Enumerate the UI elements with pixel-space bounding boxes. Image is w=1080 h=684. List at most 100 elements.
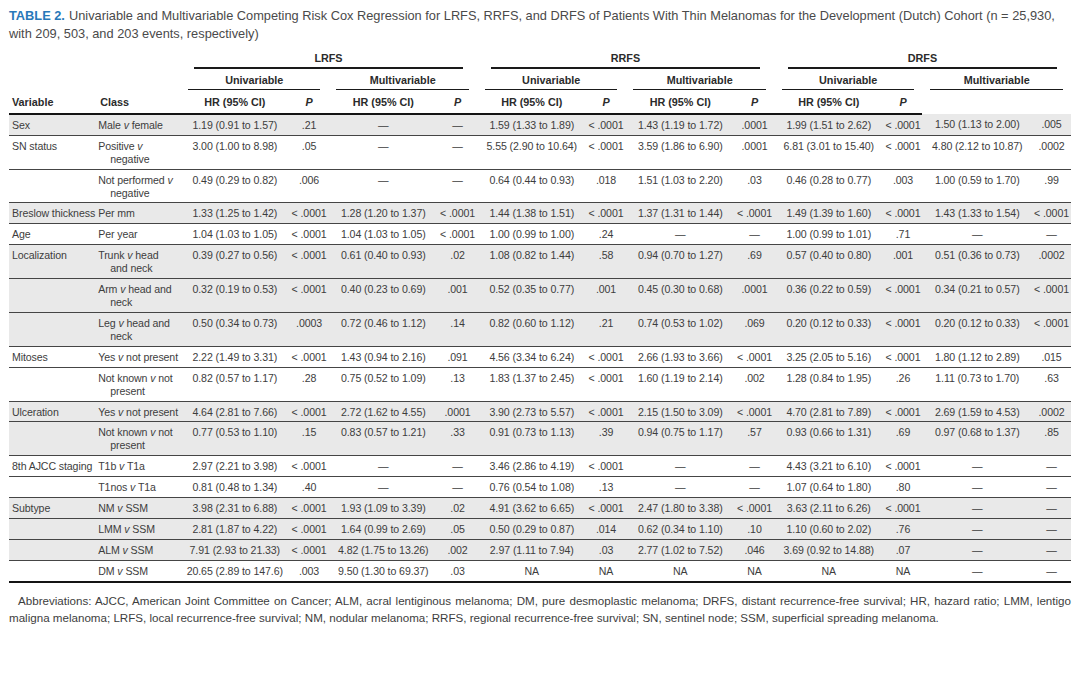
- table-row: 8th AJCC stagingT1b v T1a2.97 (2.21 to 3…: [9, 456, 1071, 477]
- p-value-cell: .018: [587, 169, 626, 203]
- hr-ci-cell: 1.10 (0.60 to 2.02): [774, 519, 884, 540]
- hr-ci-cell: 0.20 (0.12 to 0.33): [774, 312, 884, 346]
- hr-ci-cell: 6.81 (3.01 to 15.40): [774, 135, 884, 169]
- p-value-cell: < .0001: [587, 456, 626, 477]
- hr-ci-cell: 1.33 (1.25 to 1.42): [180, 203, 290, 224]
- column-header-class: Class: [98, 90, 180, 114]
- variable-cell: Sex: [9, 114, 98, 135]
- table-row: Arm v head and neck0.32 (0.19 to 0.53)< …: [9, 279, 1071, 313]
- p-value-cell: < .0001: [290, 519, 329, 540]
- class-cell: NM v SSM: [98, 498, 180, 519]
- table-title-text: Univariable and Multivariable Competing …: [9, 8, 1055, 41]
- hr-ci-cell: 5.55 (2.90 to 10.64): [477, 135, 587, 169]
- column-header-hr: HR (95% CI): [328, 90, 438, 114]
- p-value-cell: < .0001: [735, 401, 774, 422]
- p-value-cell: .091: [438, 346, 477, 367]
- hr-ci-cell: 1.28 (1.20 to 1.37): [328, 203, 438, 224]
- column-header-p: P: [735, 90, 774, 114]
- p-value-cell: .05: [290, 135, 329, 169]
- p-value-cell: NA: [884, 560, 923, 581]
- p-value-cell: —: [735, 456, 774, 477]
- hr-ci-cell: 0.57 (0.40 to 0.80): [774, 245, 884, 279]
- hr-ci-cell: 0.62 (0.34 to 1.10): [625, 519, 735, 540]
- p-value-cell: .002: [438, 540, 477, 561]
- p-value-cell: < .0001: [587, 401, 626, 422]
- variable-cell: Ulceration: [9, 401, 98, 422]
- hr-ci-cell: 3.98 (2.31 to 6.88): [180, 498, 290, 519]
- p-value-cell: < .0001: [290, 224, 329, 245]
- hr-ci-cell: 2.72 (1.62 to 4.55): [328, 401, 438, 422]
- hr-ci-cell: 0.72 (0.46 to 1.12): [328, 312, 438, 346]
- p-value-cell: —: [438, 135, 477, 169]
- p-value-cell: .21: [587, 312, 626, 346]
- hr-ci-cell: 4.43 (3.21 to 6.10): [774, 456, 884, 477]
- variable-cell: Mitoses: [9, 346, 98, 367]
- p-value-cell: .015: [1032, 346, 1071, 367]
- p-value-cell: NA: [735, 560, 774, 581]
- column-header-hr: HR (95% CI): [625, 90, 735, 114]
- p-value-cell: —: [1032, 224, 1071, 245]
- table-body: SexMale v female1.19 (0.91 to 1.57).21——…: [9, 114, 1071, 582]
- hr-ci-cell: 1.93 (1.09 to 3.39): [328, 498, 438, 519]
- p-value-cell: < .0001: [587, 346, 626, 367]
- p-value-cell: .07: [884, 540, 923, 561]
- column-header-p: P: [438, 90, 477, 114]
- class-cell: ALM v SSM: [98, 540, 180, 561]
- hr-ci-cell: NA: [774, 560, 884, 581]
- hr-ci-cell: —: [625, 224, 735, 245]
- p-value-cell: .002: [735, 367, 774, 401]
- hr-ci-cell: 3.69 (0.92 to 14.88): [774, 540, 884, 561]
- p-value-cell: .0001: [735, 114, 774, 135]
- hr-ci-cell: 1.80 (1.12 to 2.89): [922, 346, 1032, 367]
- p-value-cell: —: [1032, 498, 1071, 519]
- hr-ci-cell: 0.50 (0.29 to 0.87): [477, 519, 587, 540]
- p-value-cell: .80: [884, 477, 923, 498]
- hr-ci-cell: —: [922, 540, 1032, 561]
- class-cell: Arm v head and neck: [98, 279, 180, 313]
- p-value-cell: < .0001: [587, 203, 626, 224]
- hr-ci-cell: 0.64 (0.44 to 0.93): [477, 169, 587, 203]
- hr-ci-cell: 0.39 (0.27 to 0.56): [180, 245, 290, 279]
- hr-ci-cell: 0.82 (0.60 to 1.12): [477, 312, 587, 346]
- variable-cell: [9, 560, 98, 581]
- hr-ci-cell: 3.90 (2.73 to 5.57): [477, 401, 587, 422]
- p-value-cell: .0002: [1032, 401, 1071, 422]
- hr-ci-cell: 0.93 (0.66 to 1.31): [774, 422, 884, 456]
- p-value-cell: < .0001: [884, 279, 923, 313]
- p-value-cell: —: [1032, 456, 1071, 477]
- p-value-cell: .006: [290, 169, 329, 203]
- class-cell: T1nos v T1a: [98, 477, 180, 498]
- p-value-cell: .57: [735, 422, 774, 456]
- hr-ci-cell: 1.28 (0.84 to 1.95): [774, 367, 884, 401]
- hr-ci-cell: 2.47 (1.80 to 3.38): [625, 498, 735, 519]
- hr-ci-cell: 2.77 (1.02 to 7.52): [625, 540, 735, 561]
- hr-ci-cell: 1.59 (1.33 to 1.89): [477, 114, 587, 135]
- column-header-p: P: [290, 90, 329, 114]
- p-value-cell: .39: [587, 422, 626, 456]
- hr-ci-cell: 3.46 (2.86 to 4.19): [477, 456, 587, 477]
- variable-cell: [9, 312, 98, 346]
- variable-cell: [9, 169, 98, 203]
- class-cell: LMM v SSM: [98, 519, 180, 540]
- hr-ci-cell: 1.83 (1.37 to 2.45): [477, 367, 587, 401]
- p-value-cell: —: [438, 477, 477, 498]
- hr-ci-cell: 1.60 (1.19 to 2.14): [625, 367, 735, 401]
- p-value-cell: < .0001: [290, 401, 329, 422]
- p-value-cell: .03: [438, 560, 477, 581]
- hr-ci-cell: 3.25 (2.05 to 5.16): [774, 346, 884, 367]
- hr-ci-cell: 0.94 (0.70 to 1.27): [625, 245, 735, 279]
- class-cell: Not known v not present: [98, 367, 180, 401]
- variable-cell: Subtype: [9, 498, 98, 519]
- table-row: AgePer year1.04 (1.03 to 1.05)< .00011.0…: [9, 224, 1071, 245]
- p-value-cell: < .0001: [290, 456, 329, 477]
- p-value-cell: .0002: [1032, 245, 1071, 279]
- hr-ci-cell: —: [328, 477, 438, 498]
- p-value-cell: < .0001: [587, 114, 626, 135]
- hr-ci-cell: 2.22 (1.49 to 3.31): [180, 346, 290, 367]
- hr-ci-cell: 0.45 (0.30 to 0.68): [625, 279, 735, 313]
- hr-ci-cell: 0.40 (0.23 to 0.69): [328, 279, 438, 313]
- hr-ci-cell: —: [328, 456, 438, 477]
- column-header-hr: HR (95% CI): [477, 90, 587, 114]
- subgroup-lrfs-univariable: Univariable: [180, 69, 328, 90]
- p-value-cell: .02: [438, 498, 477, 519]
